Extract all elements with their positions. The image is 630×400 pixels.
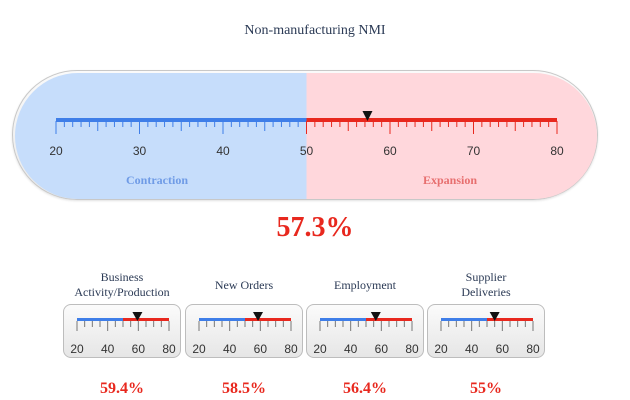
supplier-deliveries-label-line-1: Supplier	[465, 270, 507, 284]
small-tick-label: 80	[405, 342, 419, 356]
small-contraction-bar	[77, 318, 123, 321]
small-tick-label: 40	[344, 342, 358, 356]
new-orders-panel: 20 40 60 80	[185, 304, 303, 358]
supplier-deliveries-label: Supplier Deliveries	[421, 270, 551, 300]
supplier-deliveries-gauge-svg: 20 40 60 80	[434, 312, 540, 356]
main-tick-label: 20	[49, 144, 63, 158]
employment-value: 56.4%	[343, 380, 387, 397]
main-expansion-bar	[306, 118, 557, 122]
small-tick-label: 40	[223, 342, 237, 356]
supplier-deliveries-value: 55%	[470, 380, 502, 397]
small-tick-label: 80	[284, 342, 298, 356]
main-contraction-bar	[56, 118, 307, 122]
small-tick-label: 60	[132, 342, 146, 356]
main-gauge-svg: 20 30 40 50 60 70 80 Contraction Expansion	[15, 73, 597, 199]
small-tick-label: 80	[162, 342, 176, 356]
business-activity-label-line-2: Activity/Production	[74, 285, 170, 299]
main-tick-label: 50	[300, 144, 314, 158]
employment-gauge-svg: 20 40 60 80	[313, 312, 419, 356]
small-tick-label: 60	[375, 342, 389, 356]
new-orders-label: New Orders	[179, 278, 309, 293]
main-value-pointer	[362, 111, 373, 121]
main-tick-label: 40	[216, 144, 230, 158]
main-tick-label: 80	[550, 144, 564, 158]
employment-label-line-1: Employment	[334, 278, 396, 292]
page-title: Non-manufacturing NMI	[244, 23, 386, 38]
small-tick-label: 20	[70, 342, 84, 356]
small-expansion-bar	[366, 318, 412, 321]
main-nmi-gauge: 20 30 40 50 60 70 80 Contraction Expansion	[12, 70, 598, 200]
contraction-label: Contraction	[126, 173, 188, 187]
business-activity-label-line-1: Business	[100, 270, 144, 284]
small-expansion-bar	[487, 318, 533, 321]
employment-panel: 20 40 60 80	[306, 304, 424, 358]
small-tick-label: 40	[101, 342, 115, 356]
new-orders-label-line-1: New Orders	[214, 278, 274, 292]
expansion-label: Expansion	[423, 173, 477, 187]
small-value-pointer	[253, 312, 264, 321]
small-tick-label: 60	[254, 342, 268, 356]
small-tick-label: 80	[526, 342, 540, 356]
main-tick-label: 30	[133, 144, 147, 158]
small-contraction-bar	[199, 318, 245, 321]
supplier-deliveries-label-line-2: Deliveries	[461, 285, 511, 299]
small-contraction-bar	[320, 318, 366, 321]
contraction-region	[15, 73, 307, 199]
new-orders-value: 58.5%	[222, 380, 266, 397]
small-contraction-bar	[441, 318, 487, 321]
small-tick-label: 40	[465, 342, 479, 356]
main-tick-label: 70	[467, 144, 481, 158]
employment-label: Employment	[300, 278, 430, 293]
new-orders-gauge-svg: 20 40 60 80	[192, 312, 298, 356]
small-value-pointer	[489, 312, 500, 321]
expansion-region	[306, 73, 597, 199]
business-activity-panel: 20 40 60 80	[63, 304, 181, 358]
small-tick-label: 20	[434, 342, 448, 356]
small-expansion-bar	[245, 318, 291, 321]
business-activity-label: Business Activity/Production	[57, 270, 187, 300]
small-value-pointer	[370, 312, 381, 321]
main-tick-label: 60	[383, 144, 397, 158]
small-expansion-bar	[123, 318, 169, 321]
small-value-pointer	[132, 312, 143, 321]
supplier-deliveries-panel: 20 40 60 80	[427, 304, 545, 358]
business-activity-gauge-svg: 20 40 60 80	[70, 312, 176, 356]
small-tick-label: 60	[496, 342, 510, 356]
small-tick-label: 20	[313, 342, 327, 356]
small-tick-label: 20	[192, 342, 206, 356]
business-activity-value: 59.4%	[100, 380, 144, 397]
main-value: 57.3%	[276, 212, 354, 243]
